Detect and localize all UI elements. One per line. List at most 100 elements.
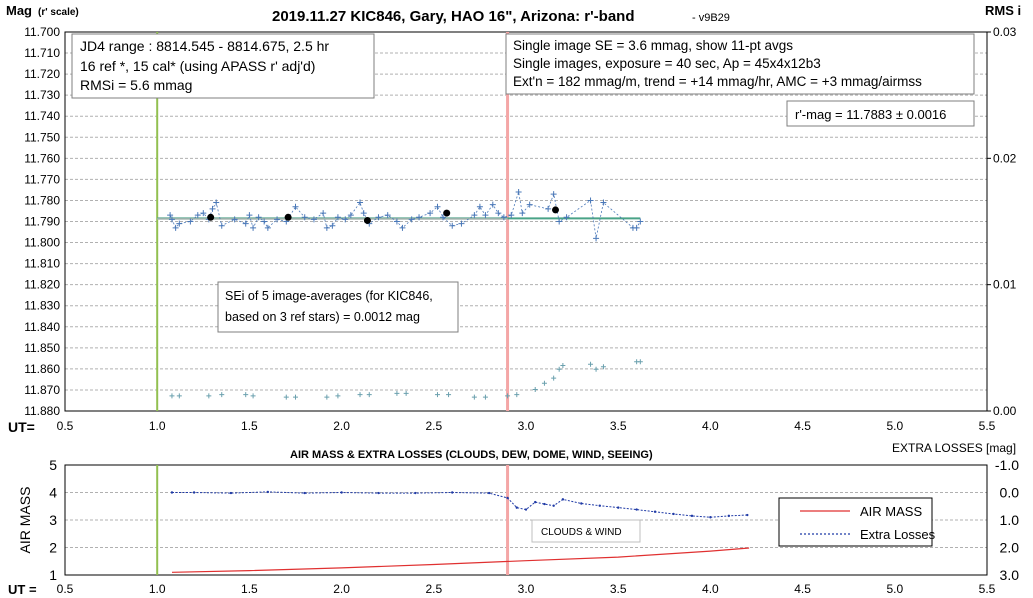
rms-point-plus — [403, 390, 409, 396]
legend-losses-label: Extra Losses — [860, 527, 936, 542]
rms-point-plus — [250, 393, 256, 399]
data-point-plus — [637, 218, 644, 225]
average-point — [552, 206, 560, 214]
lower-y2-label: EXTRA LOSSES [mag] — [892, 441, 1016, 455]
extra-losses-point — [515, 506, 518, 509]
data-point-plus — [176, 220, 183, 227]
extra-losses-point — [709, 516, 712, 519]
main-axes: 11.700 11.710 11.720 11.730 11.740 11.750 11.7… — [24, 25, 1016, 433]
extra-losses-point — [534, 500, 537, 504]
data-point-plus — [334, 214, 341, 221]
data-point-plus — [500, 214, 507, 221]
extra-losses-point — [340, 491, 343, 494]
rms-point-plus — [446, 392, 452, 398]
extra-losses-point — [303, 491, 306, 495]
rms-point-plus — [366, 392, 372, 398]
rms-point-plus — [532, 387, 538, 393]
data-point-plus — [556, 218, 563, 225]
y-tick-label: 11.740 — [24, 109, 60, 123]
lower-x-tick-label: 2.0 — [333, 582, 350, 596]
data-point-plus — [600, 199, 607, 206]
y-tick-label: 11.760 — [24, 151, 60, 165]
lower-x-label: UT = — [8, 582, 37, 597]
data-point-plus — [593, 235, 600, 242]
data-point-plus — [194, 212, 201, 219]
lower-y2-tick-label: -1.0 — [995, 457, 1019, 473]
rms-point-plus — [394, 390, 400, 396]
data-point-plus — [347, 212, 354, 219]
y-tick-label: 11.800 — [24, 236, 60, 250]
rmag-box: r'-mag = 11.7883 ± 0.0016 — [786, 100, 975, 127]
data-point-plus — [399, 224, 406, 231]
y-axis-sublabel: (r' scale) — [38, 7, 79, 18]
y-tick-label: 11.860 — [24, 362, 60, 376]
data-point-plus — [550, 191, 557, 198]
data-point-plus — [329, 222, 336, 229]
sei-line-1: SEi of 5 image-averages (for KIC846, — [225, 289, 433, 303]
y-tick-label: 11.730 — [24, 88, 60, 102]
extra-losses-point — [506, 496, 509, 500]
info-box-right: Single image SE = 3.6 mmag, show 11-pt a… — [505, 33, 975, 95]
rms-point-plus — [324, 394, 330, 400]
data-point-plus — [357, 199, 364, 206]
y-tick-label: 11.770 — [24, 172, 60, 186]
data-point-plus — [476, 203, 483, 210]
info-ref-stars: 16 ref *, 15 cal* (using APASS r' adj'd) — [80, 58, 315, 74]
lower-x-tick-label: 2.5 — [425, 582, 442, 596]
x-tick-label: 1.0 — [149, 419, 166, 433]
lower-title: AIR MASS & EXTRA LOSSES (CLOUDS, DEW, DO… — [290, 449, 653, 461]
rms-point-plus — [593, 366, 599, 372]
rms-point-plus — [482, 394, 488, 400]
data-point-plus — [323, 224, 330, 231]
extra-losses-point — [580, 502, 583, 505]
rms-point-plus — [169, 393, 175, 399]
data-point-plus — [255, 214, 262, 221]
average-point — [284, 213, 292, 221]
data-point-plus — [301, 214, 308, 221]
data-point-plus — [242, 220, 249, 227]
rms-point-plus — [176, 393, 182, 399]
x-axis-label: UT= — [8, 419, 35, 435]
lower-y2-tick-label: 0.0 — [1000, 485, 1020, 501]
lower-y-label: AIR MASS — [17, 487, 33, 554]
data-point-plus — [218, 222, 225, 229]
data-point-plus — [292, 203, 299, 210]
y-tick-label: 11.880 — [24, 404, 60, 418]
lower-x-tick-label: 4.5 — [794, 582, 811, 596]
data-point-plus — [310, 216, 317, 223]
data-point-plus — [172, 224, 179, 231]
info-rmsi: RMSi = 5.6 mmag — [80, 77, 192, 93]
extra-losses-point — [377, 491, 380, 495]
y-tick-label: 11.810 — [24, 257, 60, 271]
y2-tick-label: 0.03 — [993, 25, 1017, 39]
data-point-plus — [200, 210, 207, 217]
y-axis-label: Mag — [6, 3, 32, 18]
lower-x-tick-label: 5.5 — [979, 582, 996, 596]
data-point-plus — [519, 210, 526, 217]
lower-data-series — [170, 490, 750, 573]
rms-point-plus — [556, 366, 562, 372]
data-point-plus — [545, 205, 552, 212]
x-tick-label: 0.5 — [57, 419, 74, 433]
lower-legend: AIR MASS Extra Losses — [778, 497, 936, 547]
extra-losses-point — [192, 491, 196, 494]
rms-point-plus — [283, 394, 289, 400]
data-point-plus — [416, 214, 423, 221]
single-image-trace — [169, 191, 641, 239]
data-point-plus — [167, 212, 174, 219]
lower-x-tick-label: 1.5 — [241, 582, 258, 596]
data-point-plus — [168, 216, 175, 223]
x-tick-label: 2.0 — [333, 419, 350, 433]
y2-tick-label: 0.01 — [993, 278, 1017, 292]
rms-point-plus — [588, 361, 594, 367]
lower-x-tick-label: 5.0 — [886, 582, 903, 596]
y-tick-label: 11.710 — [24, 46, 60, 60]
data-point-plus — [250, 224, 257, 231]
extra-losses-point — [414, 491, 417, 495]
extra-losses-point — [598, 504, 601, 507]
data-point-plus — [342, 216, 349, 223]
rms-point-plus — [206, 393, 212, 399]
data-point-plus — [320, 210, 327, 217]
lower-y2-tick-label: 2.0 — [1000, 540, 1020, 556]
